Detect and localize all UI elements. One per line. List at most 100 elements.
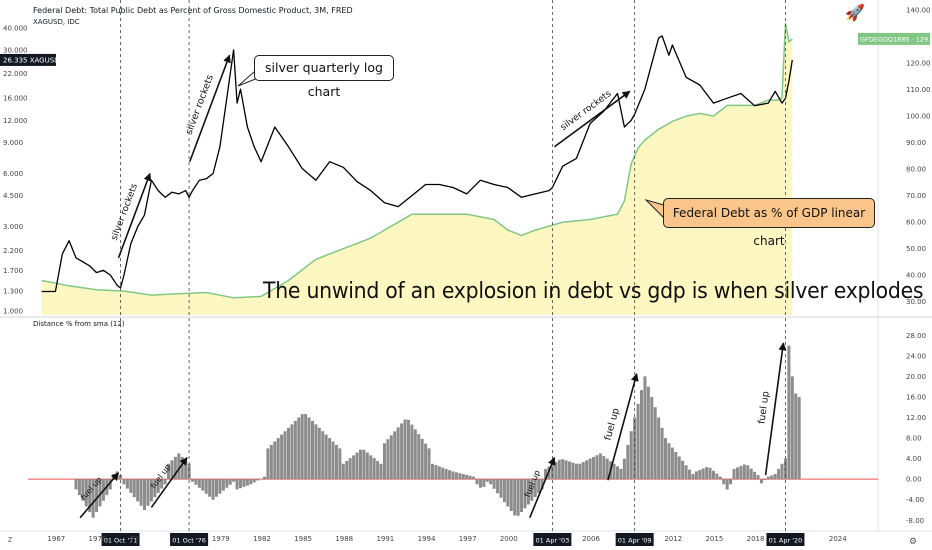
osc-axis-tick-label: 8.00 (906, 435, 922, 443)
left-axis-tick-label: 16.000 (3, 95, 28, 103)
osc-bar (417, 434, 421, 480)
osc-bar (283, 431, 287, 480)
osc-bar (571, 462, 575, 480)
osc-bar (331, 441, 335, 480)
osc-bar (132, 479, 136, 498)
annotation-arrow (764, 342, 787, 476)
osc-bar (537, 479, 541, 494)
right-axis-tick-label: 80.00 (906, 166, 926, 174)
osc-bar (526, 479, 530, 505)
osc-bar (509, 479, 513, 512)
osc-axis-tick-label: 24.00 (906, 352, 926, 360)
osc-bar (286, 427, 290, 480)
osc-bar (485, 479, 489, 482)
date-marker-lines: 01 Oct '71 01 Oct '76 01 Apr '03 01 Apr '09… (101, 0, 805, 546)
osc-axis-tick-label: 12.00 (906, 414, 926, 422)
osc-bar (88, 479, 92, 513)
osc-bar (585, 460, 589, 480)
date-marker-label: 01 Oct '71 (104, 537, 138, 545)
date-marker-badge (170, 533, 209, 546)
x-axis-tick-label: 1991 (376, 535, 394, 543)
osc-bar (687, 469, 691, 480)
silver-series (41, 35, 793, 293)
osc-bar (310, 420, 314, 480)
left-price-badge (0, 53, 56, 66)
gear-icon[interactable]: ⚙ (909, 536, 918, 546)
left-axis-tick-label: 1.700 (3, 267, 23, 275)
x-axis-tick-label: 1997 (459, 535, 477, 543)
osc-bar (156, 479, 160, 493)
osc-bar (328, 438, 332, 480)
osc-bar (489, 479, 493, 485)
osc-bar (646, 386, 650, 480)
osc-bar (664, 438, 667, 480)
osc-bar (201, 479, 205, 491)
date-marker-label: 01 Apr '20 (769, 537, 803, 545)
osc-bar (369, 455, 373, 480)
osc-bar (235, 479, 239, 490)
osc-bar (437, 466, 441, 480)
osc-axis-tick-label: 0.00 (906, 476, 922, 484)
osc-bar (362, 449, 366, 480)
osc-axis-tick-label: 20.00 (906, 373, 926, 381)
osc-bar (249, 479, 253, 485)
osc-bar (482, 479, 486, 487)
osc-axis-tick-label: 28.00 (906, 332, 926, 340)
osc-bar (540, 479, 544, 490)
x-axis-tick-label: 2015 (705, 535, 723, 543)
left-axis-tick-label: 22.000 (3, 70, 28, 78)
osc-bar (444, 468, 448, 480)
osc-bar (636, 403, 640, 480)
chart-title: Federal Debt: Total Public Debt as Perce… (33, 6, 353, 15)
osc-bar (424, 443, 428, 480)
osc-bar (77, 479, 81, 496)
osc-axis-tick-label: -4.00 (906, 496, 924, 504)
osc-bar (163, 479, 167, 485)
osc-bar (705, 467, 709, 480)
date-marker-badge (615, 533, 654, 546)
rocket-icon[interactable]: 🚀 (845, 5, 865, 22)
osc-axis-tick-label: 16.00 (906, 393, 926, 401)
osc-bar (448, 470, 452, 480)
zoom-button[interactable]: Z (8, 537, 13, 544)
osc-bar (732, 468, 736, 480)
osc-bar (564, 460, 568, 480)
osc-bar (266, 448, 270, 480)
osc-bar (355, 452, 359, 480)
osc-bar (307, 417, 311, 480)
osc-bar (136, 479, 140, 502)
right-axis-tick-label: 50.00 (906, 245, 926, 253)
osc-bar (358, 449, 362, 480)
osc-bar (187, 463, 191, 480)
oscillator-title: Distance % from sma (12) (33, 320, 125, 328)
osc-bar (365, 452, 369, 480)
osc-bar (108, 479, 112, 490)
osc-bar (122, 479, 126, 485)
osc-bar (239, 479, 242, 489)
osc-bar (153, 479, 157, 498)
osc-bar (427, 448, 431, 480)
osc-bar (605, 458, 609, 480)
osc-bar (595, 455, 599, 480)
annotation-arrow-label: fuel up (603, 407, 622, 442)
annotation-arrow (189, 54, 231, 162)
osc-bar (626, 444, 630, 480)
osc-bar (602, 456, 606, 480)
left-price-badge-text: 26.335 XAGUSD (3, 56, 60, 64)
osc-bar (81, 479, 85, 501)
osc-bar (670, 447, 674, 480)
x-axis-tick-label: 1979 (212, 535, 230, 543)
debt-area (41, 23, 793, 315)
left-axis-tick-label: 1.300 (3, 287, 23, 295)
osc-bar (718, 476, 722, 480)
osc-bar (650, 396, 654, 480)
osc-bar (129, 479, 133, 493)
osc-bar (290, 424, 294, 480)
osc-bar (516, 479, 520, 516)
x-axis-tick-label: 2024 (829, 535, 847, 543)
osc-bar (191, 479, 195, 482)
osc-bar (345, 460, 349, 480)
osc-bar (725, 479, 729, 490)
osc-bar (293, 420, 297, 480)
osc-bar (780, 463, 784, 480)
